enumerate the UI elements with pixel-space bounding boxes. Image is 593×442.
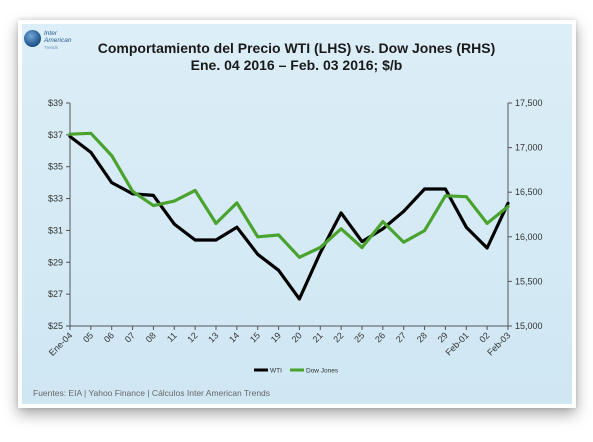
data-point-dow-jones	[298, 255, 301, 259]
series-line-dow-jones	[68, 131, 510, 259]
data-point-dow-jones	[360, 246, 364, 249]
x-tick-label: 20	[290, 330, 304, 344]
y-left-tick-label: $25	[48, 321, 63, 331]
data-point-wti	[339, 211, 343, 215]
x-tick-label: 22	[331, 330, 345, 344]
data-point-wti	[214, 238, 218, 242]
data-point-wti	[172, 222, 176, 226]
x-tick-label: 08	[144, 330, 158, 344]
data-point-dow-jones	[68, 132, 72, 136]
x-tick-label: 19	[269, 330, 283, 344]
data-point-dow-jones	[402, 240, 406, 244]
logo-name: Inter American	[44, 30, 72, 44]
data-point-dow-jones	[506, 205, 510, 208]
data-point-wti	[193, 238, 197, 242]
y-left-tick-label: $27	[48, 289, 63, 299]
logo: Inter American Trends	[24, 28, 84, 54]
legend-label-dow-jones: Dow Jones	[306, 368, 339, 375]
data-point-dow-jones	[152, 204, 155, 207]
y-left-tick-label: $29	[48, 257, 63, 267]
data-point-wti	[485, 246, 489, 250]
y-right-tick-label: 16,000	[515, 232, 543, 242]
data-point-wti	[464, 225, 468, 229]
data-point-dow-jones	[381, 220, 385, 224]
data-point-wti	[235, 225, 239, 229]
x-tick-label: 21	[311, 330, 325, 344]
x-tick-label: Feb-03	[485, 330, 512, 357]
x-tick-label: 15	[248, 330, 262, 344]
data-point-dow-jones	[131, 189, 134, 193]
x-tick-label: 27	[394, 330, 408, 344]
y-right-tick-label: 17,500	[515, 98, 543, 108]
x-tick-label: 29	[436, 330, 450, 344]
x-tick-label: 28	[415, 330, 429, 344]
data-point-dow-jones	[235, 201, 239, 205]
x-tick-label: 25	[352, 330, 366, 344]
x-tick-label: 26	[373, 330, 387, 344]
data-point-dow-jones	[214, 222, 218, 225]
y-right-tick-label: 15,000	[515, 321, 543, 331]
x-tick-label: Feb-01	[443, 330, 470, 357]
legend-label-wti: WTI	[270, 368, 282, 375]
data-point-dow-jones	[89, 131, 93, 135]
y-right-tick-label: 15,500	[515, 276, 543, 286]
data-point-wti	[152, 193, 155, 197]
y-left-tick-label: $37	[48, 130, 63, 140]
data-point-wti	[360, 240, 364, 243]
data-point-wti	[444, 187, 447, 191]
x-tick-label: 14	[227, 330, 241, 344]
x-tick-label: Ene-04	[47, 330, 75, 358]
data-point-dow-jones	[193, 189, 197, 192]
data-point-wti	[110, 181, 114, 185]
x-tick-label: 05	[81, 330, 95, 344]
chart-title: Comportamiento del Precio WTI (LHS) vs. …	[0, 40, 593, 74]
x-tick-label: 12	[185, 330, 199, 344]
y-left-tick-label: $39	[48, 98, 63, 108]
data-point-wti	[298, 297, 301, 301]
globe-icon	[24, 30, 41, 47]
data-point-wti	[381, 227, 385, 231]
x-tick-label: 11	[165, 330, 179, 344]
x-tick-label: 07	[123, 330, 137, 344]
source-note: Fuentes: EIA | Yahoo Finance | Cálculos …	[33, 388, 271, 398]
data-point-dow-jones	[172, 199, 176, 203]
chart-title-line2: Ene. 04 2016 – Feb. 03 2016; $/b	[190, 57, 403, 73]
x-tick-label: 06	[102, 330, 116, 344]
data-point-dow-jones	[110, 154, 114, 158]
y-left-tick-label: $31	[48, 225, 63, 235]
logo-sub: Trends	[44, 45, 58, 50]
data-point-dow-jones	[339, 227, 343, 231]
data-point-wti	[256, 252, 260, 256]
data-point-wti	[506, 201, 510, 205]
x-tick-label: 02	[477, 330, 491, 344]
data-point-dow-jones	[277, 233, 280, 237]
data-point-wti	[318, 251, 322, 255]
data-point-dow-jones	[444, 194, 447, 198]
y-right-tick-label: 17,000	[515, 143, 543, 153]
data-point-wti	[277, 268, 280, 272]
x-tick-label: 13	[206, 330, 220, 344]
y-left-tick-label: $35	[48, 162, 63, 172]
data-point-wti	[423, 187, 426, 191]
data-point-wti	[402, 209, 406, 213]
y-right-tick-label: 16,500	[515, 187, 543, 197]
data-point-dow-jones	[485, 222, 489, 225]
y-left-tick-label: $33	[48, 194, 63, 204]
chart-title-line1: Comportamiento del Precio WTI (LHS) vs. …	[97, 40, 496, 56]
data-point-dow-jones	[464, 195, 468, 199]
data-point-dow-jones	[318, 246, 322, 249]
data-point-dow-jones	[256, 235, 260, 239]
series-line-wti	[68, 134, 510, 301]
data-point-wti	[89, 150, 93, 154]
data-point-dow-jones	[423, 229, 426, 232]
